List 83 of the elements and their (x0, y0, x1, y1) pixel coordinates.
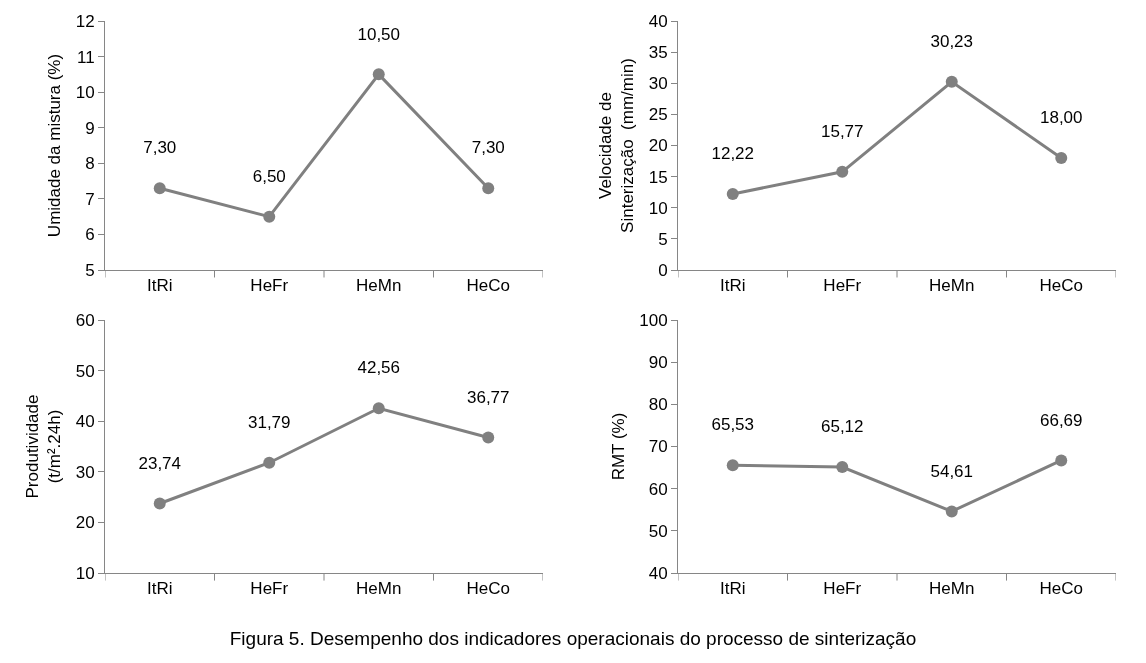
y-tick-label: 35 (648, 43, 668, 63)
point (726, 187, 739, 200)
y-tick-label: 12 (75, 11, 95, 31)
y-tick-label: 60 (648, 479, 668, 499)
y-axis-title: Produtividade (t/m².24h) (23, 394, 65, 499)
y-tick-label: 0 (658, 260, 668, 280)
data-label: 30,23 (930, 31, 974, 51)
y-tick-label: 70 (648, 437, 668, 457)
point (836, 461, 849, 474)
y-tick-label: 30 (75, 462, 95, 482)
y-tick-label: 5 (85, 260, 95, 280)
x-tick-label: HeFr (250, 579, 289, 599)
y-tick-label: 8 (85, 154, 95, 174)
text: Figura 5. Desempenho dos indicadores operacionais do processo de sinterização (228, 628, 918, 650)
data-label: 10,50 (357, 24, 401, 44)
y-tick-label: 11 (76, 47, 95, 67)
x-tick-label: HeFr (250, 276, 289, 296)
point (482, 182, 495, 195)
x-tick-label: ItRi (147, 579, 173, 599)
point (945, 505, 958, 518)
point (263, 456, 276, 469)
y-tick-label: 30 (648, 74, 668, 94)
y-tick-label: 10 (648, 198, 668, 218)
y-tick-label: 50 (648, 521, 668, 541)
y-tick-label: 20 (75, 513, 95, 533)
y-tick-label: 40 (648, 563, 668, 583)
x-tick-label: ItRi (147, 276, 173, 296)
data-label: 36,77 (466, 387, 510, 407)
point (836, 165, 849, 178)
point (1055, 454, 1068, 467)
x-tick-label: HeCo (1039, 579, 1083, 599)
y-tick-label: 10 (75, 563, 95, 583)
y-tick-label: 40 (648, 11, 668, 31)
point (945, 75, 958, 88)
point (372, 68, 385, 81)
y-tick-label: 100 (639, 310, 668, 330)
y-axis-title: Umidade da mistura (%) (45, 53, 65, 238)
data-label: 12,22 (711, 144, 755, 164)
x-tick-label: HeCo (466, 579, 510, 599)
x-tick-label: HeFr (823, 276, 862, 296)
data-label: 23,74 (138, 453, 182, 473)
data-label: 18,00 (1039, 108, 1083, 128)
point (263, 210, 276, 223)
point (1055, 151, 1068, 164)
y-tick-label: 15 (648, 167, 668, 187)
x-tick-label: ItRi (720, 276, 746, 296)
x-tick-label: HeCo (466, 276, 510, 296)
y-tick-label: 10 (75, 83, 95, 103)
data-label: 54,61 (930, 461, 974, 481)
point (482, 431, 495, 444)
data-label: 65,12 (820, 417, 864, 437)
y-tick-label: 5 (658, 229, 668, 249)
y-tick-label: 80 (648, 395, 668, 415)
y-tick-label: 60 (75, 310, 95, 330)
y-axis-title: Velocidade de Sinterização (mm/min) (596, 58, 638, 233)
point (372, 402, 385, 415)
point (153, 497, 166, 510)
y-axis-title: RMT (%) (608, 412, 628, 481)
y-tick-label: 90 (648, 353, 668, 373)
y-tick-label: 7 (85, 189, 95, 209)
data-label: 66,69 (1039, 410, 1083, 430)
y-tick-label: 25 (648, 105, 668, 125)
y-tick-label: 9 (85, 118, 95, 138)
data-label: 42,56 (357, 358, 401, 378)
data-label: 7,30 (143, 138, 177, 158)
data-label: 7,30 (471, 138, 505, 158)
x-tick-label: HeMn (929, 579, 975, 599)
data-label: 65,53 (711, 415, 755, 435)
data-label: 15,77 (820, 121, 864, 141)
point (726, 459, 739, 472)
point (153, 182, 166, 195)
x-tick-label: HeCo (1039, 276, 1083, 296)
y-tick-label: 50 (75, 361, 95, 381)
x-tick-label: HeMn (356, 579, 402, 599)
y-tick-label: 40 (75, 412, 95, 432)
x-tick-label: ItRi (720, 579, 746, 599)
x-tick-label: HeFr (823, 579, 862, 599)
x-tick-label: HeMn (929, 276, 975, 296)
x-tick-label: HeMn (356, 276, 402, 296)
data-label: 31,79 (247, 412, 291, 432)
y-tick-label: 6 (85, 225, 95, 245)
data-label: 6,50 (252, 166, 286, 186)
y-tick-label: 20 (648, 136, 668, 156)
